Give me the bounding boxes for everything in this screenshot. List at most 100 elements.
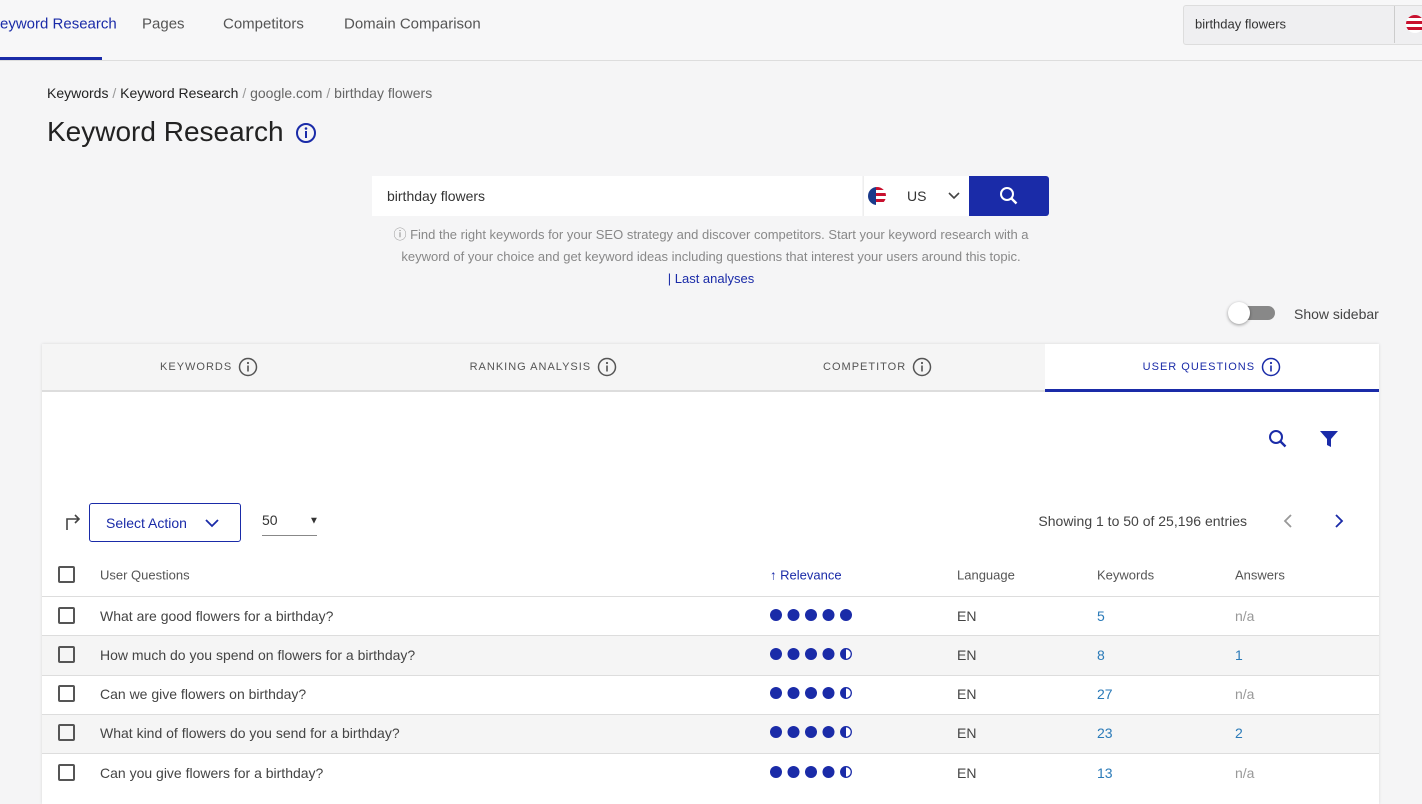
question: Can we give flowers on birthday? (100, 686, 307, 703)
filter-icon[interactable] (1319, 429, 1339, 449)
nav-search[interactable] (1183, 5, 1422, 45)
keywords[interactable]: 5 (1097, 607, 1105, 624)
info-icon[interactable] (597, 357, 617, 377)
crumb[interactable]: Keyword Research (120, 85, 239, 101)
tab[interactable]: KEYWORDS (42, 344, 377, 392)
page-size-value: 50 (262, 512, 278, 528)
toggle-label: Show sidebar (1294, 306, 1379, 322)
flag (1406, 15, 1422, 33)
breadcrumb: Keywords / Keyword Research / google.com… (47, 85, 433, 101)
info-icon[interactable] (1261, 357, 1281, 377)
relevance-dots (770, 647, 852, 660)
header-text: Relevance (780, 567, 842, 583)
chevron (205, 519, 219, 528)
nav-tab[interactable]: Competitors (223, 15, 304, 33)
prev[interactable] (1282, 513, 1294, 529)
column-header[interactable]: ↑ Relevance (770, 568, 842, 583)
crumb[interactable]: Keywords (47, 85, 109, 101)
checkbox[interactable] (58, 606, 75, 624)
keywords[interactable]: 13 (1097, 764, 1113, 781)
question: What are good flowers for a birthday? (100, 607, 334, 624)
action-arrow (66, 514, 81, 530)
column-header: User Questions (100, 568, 190, 583)
column-header[interactable]: Keywords (1097, 568, 1154, 583)
search-text: birthday flowers (387, 188, 486, 204)
info-icon[interactable] (295, 122, 317, 144)
page-title: Keyword Research (47, 116, 317, 148)
language: EN (957, 607, 977, 624)
tab-label: KEYWORDS (160, 361, 233, 373)
checkbox[interactable] (58, 763, 75, 781)
tab[interactable]: RANKING ANALYSIS (376, 344, 711, 392)
tab-label: COMPETITOR (823, 361, 907, 373)
answers[interactable]: 2 (1235, 725, 1243, 742)
checkbox[interactable] (58, 645, 75, 663)
select-action-label: Select Action (106, 515, 187, 531)
search-icon[interactable] (1267, 428, 1289, 450)
answers: n/a (1235, 764, 1255, 781)
answers[interactable]: 1 (1235, 646, 1243, 663)
search-button[interactable] (969, 176, 1049, 216)
search-input[interactable] (372, 176, 862, 216)
keywords[interactable]: 27 (1097, 686, 1113, 703)
page-size[interactable] (262, 510, 317, 536)
showing: Showing 1 to 50 of 25,196 entries (1038, 513, 1247, 529)
nav-active (0, 57, 102, 60)
column-header[interactable]: Language (957, 568, 1015, 583)
search-icon (1000, 187, 1018, 205)
toggle-knob (1228, 302, 1250, 324)
row (42, 713, 1379, 754)
tab[interactable]: USER QUESTIONS (1044, 344, 1379, 392)
tab[interactable]: COMPETITOR (710, 344, 1045, 392)
chevron (948, 192, 960, 200)
help: Find the right keywords for your SEO str… (401, 227, 1029, 264)
nav-tab[interactable]: Domain Comparison (344, 15, 481, 33)
relevance-dots (770, 765, 852, 778)
row (42, 596, 1379, 636)
relevance-dots (770, 687, 852, 700)
checkbox[interactable] (58, 685, 75, 703)
tab-label: USER QUESTIONS (1142, 360, 1256, 373)
row (42, 753, 1379, 793)
question: How much do you spend on flowers for a b… (100, 646, 416, 663)
country: US (907, 188, 927, 204)
header-text: Language (957, 567, 1015, 583)
relevance-dots (770, 726, 852, 739)
nav-tab[interactable]: Pages (142, 15, 185, 33)
nav-tab[interactable]: Keyword Research (0, 15, 117, 33)
language: EN (957, 725, 977, 742)
crumb: birthday flowers (334, 85, 433, 101)
column-header[interactable]: Answers (1235, 568, 1285, 583)
title-text: Keyword Research (47, 116, 284, 147)
info-icon[interactable] (238, 357, 258, 377)
caret: ▼ (309, 515, 319, 527)
question: What kind of flowers do you send for a b… (100, 725, 400, 742)
answers: n/a (1235, 607, 1255, 624)
last-analyses-link[interactable]: | Last analyses (667, 271, 755, 286)
row (42, 635, 1379, 675)
info-icon[interactable] (912, 357, 932, 377)
relevance-dots (770, 608, 852, 621)
checkbox[interactable] (58, 724, 75, 742)
language: EN (957, 686, 977, 703)
answers: n/a (1235, 686, 1255, 703)
select-action[interactable] (89, 503, 241, 542)
crumb: google.com (250, 85, 323, 101)
flag (868, 187, 886, 205)
language: EN (957, 646, 977, 663)
nav-search-text: birthday flowers (1195, 16, 1287, 32)
header-text: User Questions (100, 567, 190, 583)
checkbox[interactable] (58, 566, 75, 583)
keywords[interactable]: 8 (1097, 646, 1105, 663)
sort-arrow: ↑ (770, 567, 781, 583)
divider (1394, 6, 1395, 43)
keywords[interactable]: 23 (1097, 725, 1113, 742)
header-text: Keywords (1097, 567, 1155, 583)
header-text: Answers (1235, 567, 1285, 583)
tab-label: RANKING ANALYSIS (469, 361, 592, 373)
question: Can you give flowers for a birthday? (100, 764, 324, 781)
row (42, 674, 1379, 714)
next[interactable] (1333, 513, 1345, 529)
language: EN (957, 764, 977, 781)
